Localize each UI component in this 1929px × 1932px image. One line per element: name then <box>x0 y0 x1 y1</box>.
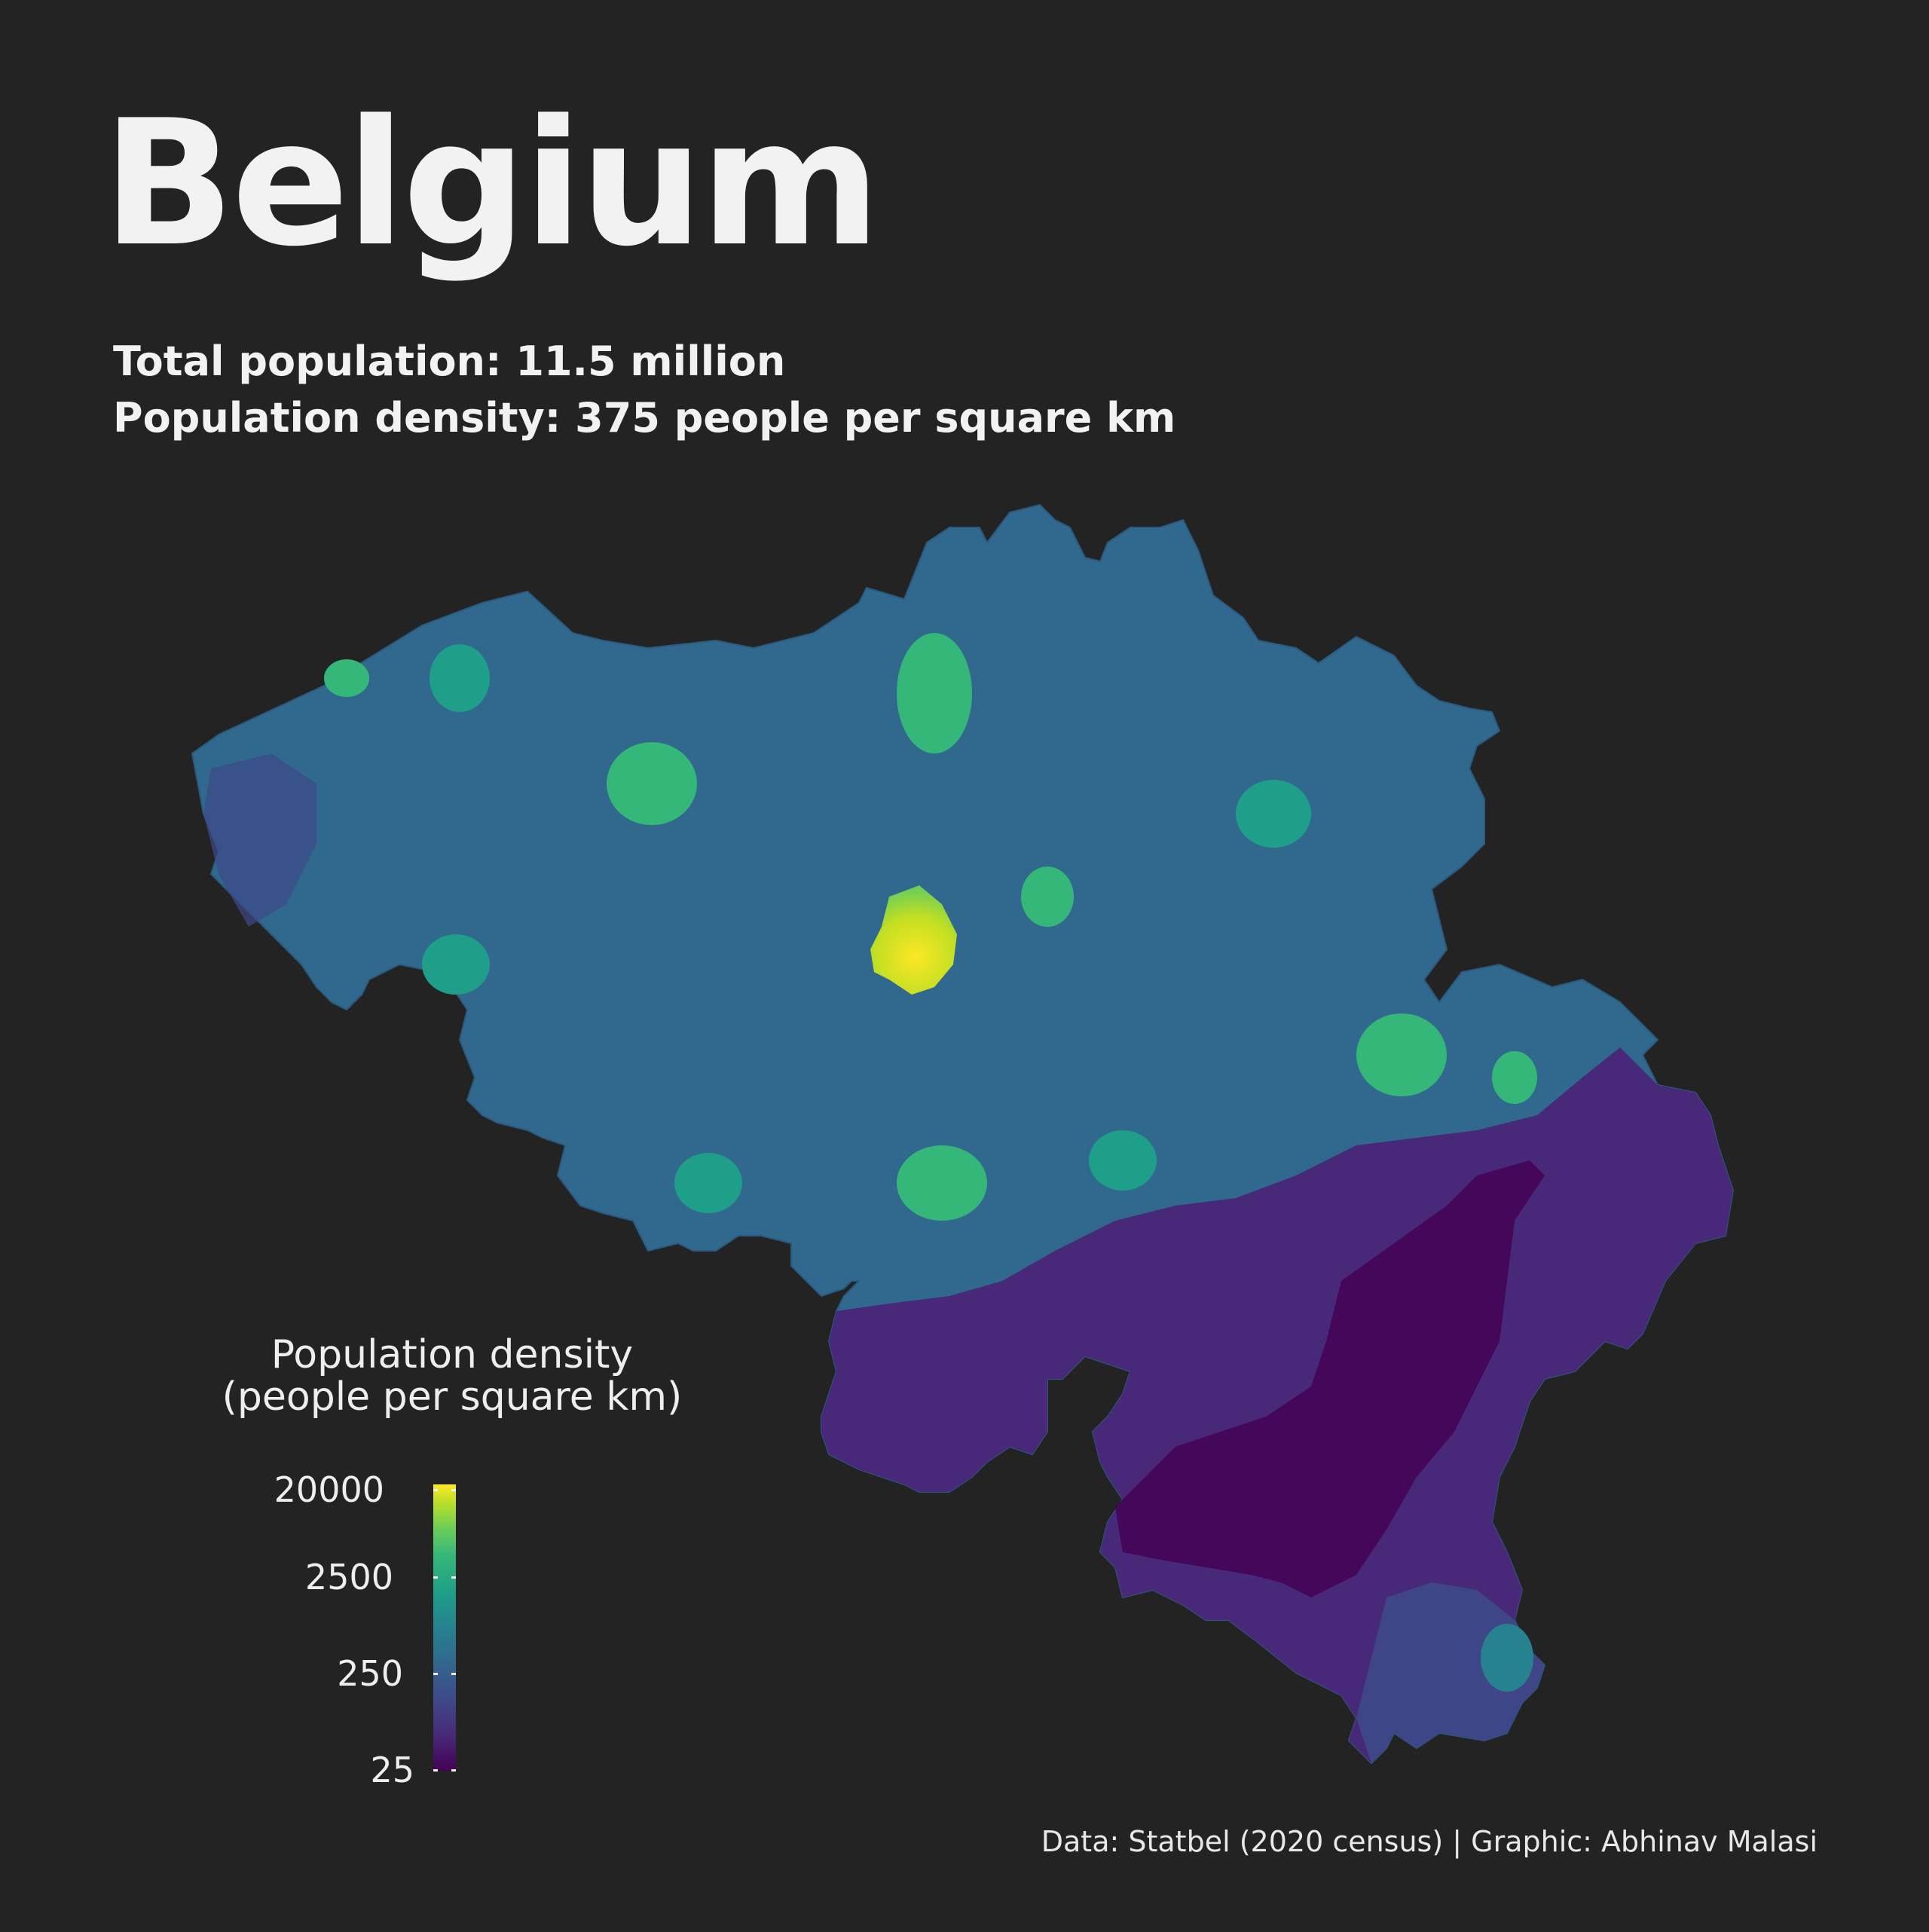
city-namur[interactable] <box>1089 1130 1157 1191</box>
legend-tick-250 <box>433 1673 456 1675</box>
source-caption: Data: Statbel (2020 census) | Graphic: A… <box>1041 1825 1817 1858</box>
region-deep-ardennes[interactable] <box>1115 1160 1545 1597</box>
legend-tick-20000 <box>433 1489 456 1491</box>
city-arlon[interactable] <box>1481 1624 1533 1692</box>
legend-colorbar <box>433 1484 456 1771</box>
region-west-flanders[interactable] <box>203 754 316 927</box>
legend-tick-2500 <box>433 1576 456 1579</box>
city-bruges[interactable] <box>430 644 490 712</box>
legend-tick-25 <box>433 1769 456 1772</box>
legend-title: Population density (people per square km… <box>151 1334 754 1418</box>
city-brussels[interactable] <box>870 885 957 995</box>
legend-label-250: 250 <box>337 1653 403 1694</box>
legend-title-line-2: (people per square km) <box>222 1374 683 1420</box>
city-hasselt[interactable] <box>1236 780 1311 848</box>
legend-label-25: 25 <box>370 1750 414 1790</box>
city-mons[interactable] <box>674 1153 742 1213</box>
city-verviers[interactable] <box>1492 1051 1537 1104</box>
city-liege[interactable] <box>1356 1013 1447 1096</box>
city-ostend[interactable] <box>324 659 369 697</box>
city-charleroi[interactable] <box>897 1145 987 1221</box>
legend-label-20000: 20000 <box>274 1469 384 1510</box>
legend-title-line-1: Population density <box>271 1332 634 1377</box>
city-leuven[interactable] <box>1021 867 1074 927</box>
page-title: Belgium <box>102 84 881 285</box>
city-ghent[interactable] <box>607 742 697 825</box>
subtitle-total-population: Total population: 11.5 million <box>113 338 786 385</box>
legend-label-2500: 2500 <box>304 1557 393 1597</box>
city-kortrijk[interactable] <box>422 934 490 995</box>
city-antwerp[interactable] <box>897 633 972 754</box>
subtitle-population-density: Population density: 375 people per squar… <box>113 394 1176 442</box>
